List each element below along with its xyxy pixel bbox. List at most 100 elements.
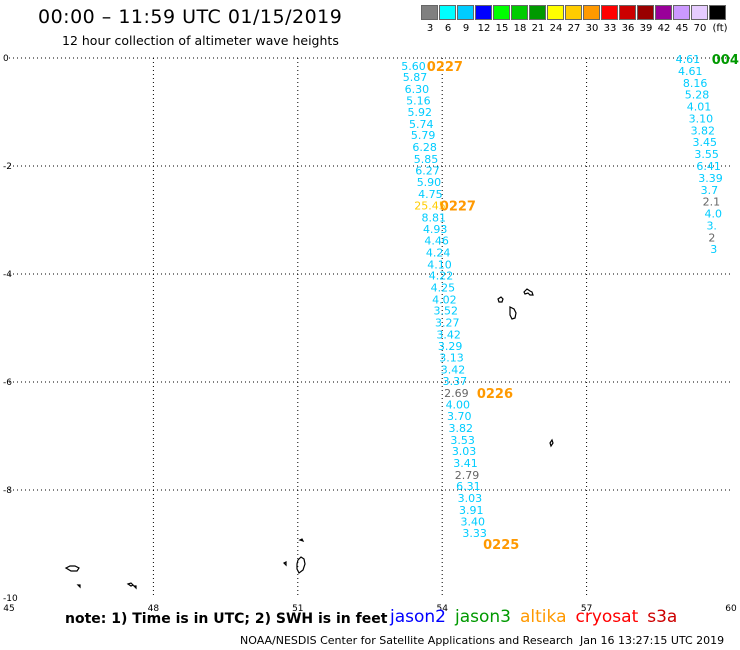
- swh-value: 8.16: [683, 77, 708, 90]
- swh-value: 5.28: [685, 89, 710, 102]
- colorbar-swatch: [565, 5, 582, 20]
- pass-time-label: 0227: [427, 60, 463, 75]
- swh-value: 4.24: [426, 246, 451, 259]
- colorbar-swatch: [673, 5, 690, 20]
- swh-value: 2.79: [455, 469, 480, 482]
- swh-value: 4.61: [676, 53, 701, 66]
- swh-value: 6.30: [405, 83, 430, 96]
- swh-value: 3.40: [460, 515, 485, 528]
- swh-value: 3.37: [443, 375, 468, 388]
- colorbar-swatch: [691, 5, 708, 20]
- swh-value: 4.0: [705, 208, 723, 221]
- swh-value: 5.90: [417, 176, 442, 189]
- swh-value: 3.45: [692, 136, 717, 149]
- altika-track-values: 5.605.876.305.165.925.745.796.285.856.27…: [401, 60, 487, 540]
- island-outline: [549, 438, 554, 448]
- colorbar-label: 70: [693, 23, 707, 34]
- lon-tick-label: 60: [725, 604, 737, 614]
- swh-value: 5.16: [406, 95, 431, 108]
- swh-value: 3.42: [441, 364, 466, 377]
- island-outline: [296, 556, 306, 574]
- swh-value: 4.25: [431, 282, 456, 295]
- swh-value: 6.41: [696, 160, 721, 173]
- lat-tick-label: -8: [3, 486, 12, 496]
- swh-value: 4.01: [687, 101, 712, 114]
- swh-value: 5.85: [414, 153, 439, 166]
- legend-item-altika: altika: [520, 607, 567, 627]
- swh-value: 25.45: [414, 199, 446, 212]
- swh-value: 5.92: [408, 106, 433, 119]
- generated-timestamp: Jan 16 13:27:15 UTC 2019: [580, 634, 725, 647]
- colorbar-label: 33: [603, 23, 617, 34]
- legend-item-cryosat: cryosat: [575, 607, 639, 627]
- lon-tick-label: 51: [292, 604, 303, 614]
- colorbar-swatch: [655, 5, 672, 20]
- credit-line: NOAA/NESDIS Center for Satellite Applica…: [240, 634, 574, 647]
- colorbar-swatch: [493, 5, 510, 20]
- island-outline: [132, 585, 137, 590]
- colorbar-label: 45: [675, 23, 689, 34]
- colorbar-swatch: [421, 5, 438, 20]
- island-outline: [509, 306, 517, 320]
- swh-value: 3.10: [689, 112, 714, 125]
- swh-value: 3.27: [435, 317, 460, 330]
- swh-value: 5.60: [401, 60, 426, 73]
- swh-value: 4.10: [427, 258, 452, 271]
- lon-tick-label: 48: [148, 604, 160, 614]
- swh-value: 4.61: [678, 65, 703, 78]
- island-outline: [76, 584, 81, 589]
- swh-value: 4.93: [423, 223, 448, 236]
- swh-value: 3.39: [698, 172, 723, 185]
- colorbar-swatch: [583, 5, 600, 20]
- colorbar-label: 36: [621, 23, 635, 34]
- colorbar-swatch: [439, 5, 456, 20]
- colorbar-swatch: [709, 5, 726, 20]
- swh-value: 6.27: [415, 164, 440, 177]
- colorbar-label: 12: [477, 23, 491, 34]
- colorbar-label: 39: [639, 23, 653, 34]
- swh-value: 4.75: [418, 188, 443, 201]
- pass-time-label: 0227: [440, 199, 476, 214]
- colorbar-swatch: [457, 5, 474, 20]
- page-subtitle: 12 hour collection of altimeter wave hei…: [62, 33, 339, 48]
- swh-value: 8.81: [422, 211, 447, 224]
- lat-tick-label: -2: [3, 162, 12, 172]
- swh-value: 3.42: [436, 328, 461, 341]
- swh-value: 5.74: [409, 118, 434, 131]
- swh-value: 2.1: [703, 196, 721, 209]
- altika-track-times: 0227 0227 0226 0225: [427, 60, 520, 553]
- colorbar-label: 9: [462, 23, 470, 34]
- lon-tick-label: 54: [436, 604, 448, 614]
- axis-ticks: 45 48 51 54 57 60 0 -2 -4 -6 -8 -10: [3, 54, 737, 614]
- swh-value: 3.53: [450, 434, 475, 447]
- swh-value: 3.52: [434, 305, 459, 318]
- colorbar-label: 15: [495, 23, 509, 34]
- swh-value: 3.91: [459, 504, 484, 517]
- swh-value: 3.29: [438, 340, 463, 353]
- swh-value: 3.03: [452, 445, 477, 458]
- lat-tick-label: -6: [3, 378, 12, 388]
- swh-value: 3.33: [462, 527, 487, 540]
- swh-value: 3.82: [448, 422, 473, 435]
- swh-value: 4.02: [432, 293, 457, 306]
- satellite-legend: jason2 jason3 altika cryosat s3a: [390, 607, 686, 627]
- lat-tick-label: -10: [3, 594, 18, 604]
- colorbar-swatch: [601, 5, 618, 20]
- swh-value: 4.22: [429, 270, 454, 283]
- colorbar-swatch: [619, 5, 636, 20]
- lon-tick-label: 45: [3, 604, 14, 614]
- island-outline: [523, 288, 534, 296]
- colorbar-label: 27: [567, 23, 581, 34]
- swh-value: 2.69: [444, 387, 469, 400]
- page-title: 00:00 – 11:59 UTC 01/15/2019: [38, 6, 343, 28]
- colorbar-label: 18: [513, 23, 527, 34]
- swh-value: 2: [708, 231, 715, 244]
- pass-time-label: 0226: [477, 387, 513, 402]
- colorbar-label: 3: [426, 23, 434, 34]
- lat-tick-label: -4: [3, 270, 12, 280]
- swh-value: 5.87: [403, 71, 428, 84]
- legend-item-jason3: jason3: [455, 607, 511, 627]
- swh-value: 3.: [706, 219, 717, 232]
- swh-value: 3.13: [439, 352, 464, 365]
